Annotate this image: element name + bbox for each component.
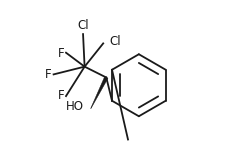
Polygon shape [91, 77, 108, 108]
Text: F: F [58, 89, 64, 102]
Text: Cl: Cl [77, 19, 89, 32]
Text: Cl: Cl [109, 35, 121, 48]
Text: F: F [45, 68, 52, 81]
Text: HO: HO [66, 100, 84, 113]
Text: F: F [58, 47, 64, 60]
